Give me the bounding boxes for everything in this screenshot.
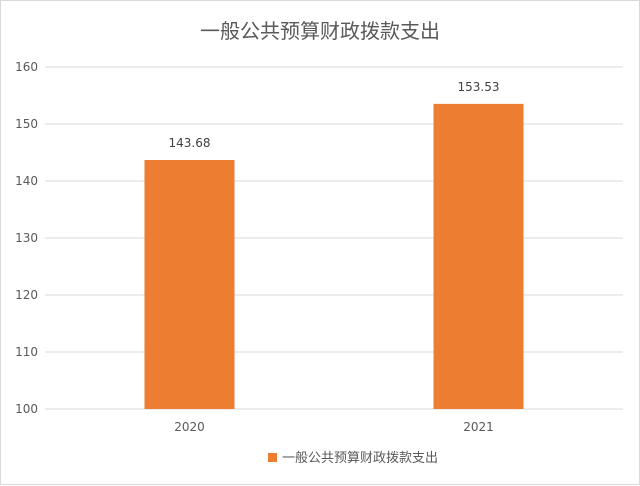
bars [144,103,524,409]
y-tick-label: 160 [15,60,38,74]
bar-2020 [144,160,235,409]
legend-label: 一般公共预算财政拨款支出 [282,450,438,466]
y-tick-label: 100 [15,402,38,416]
data-label: 153.53 [458,80,500,94]
y-tick-label: 110 [15,345,38,359]
y-tick-label: 130 [15,231,38,245]
gridlines [45,66,623,410]
chart-title: 一般公共预算财政拨款支出 [200,19,440,43]
y-tick-label: 120 [15,288,38,302]
y-tick-label: 150 [15,117,38,131]
data-labels: 143.68 153.53 [169,80,500,150]
x-tick-label: 2020 [174,420,205,434]
legend-swatch [268,453,277,462]
legend: 一般公共预算财政拨款支出 [268,450,438,466]
y-axis-ticks: 100 110 120 130 140 150 160 [15,60,38,416]
x-axis-ticks: 2020 2021 [174,420,494,434]
y-tick-label: 140 [15,174,38,188]
x-tick-label: 2021 [463,420,494,434]
bar-2021 [433,103,524,409]
data-label: 143.68 [169,136,211,150]
